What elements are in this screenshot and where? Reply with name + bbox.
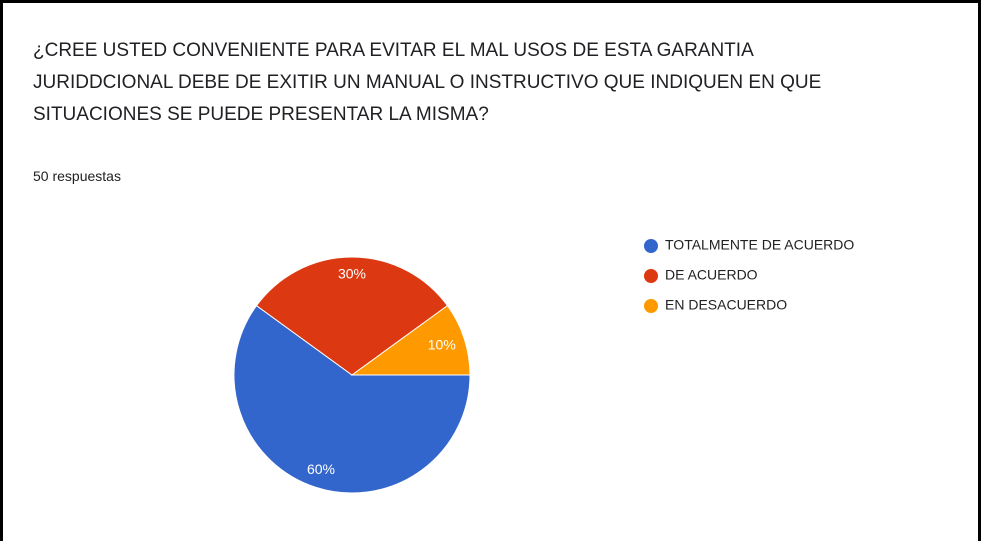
- chart: 60% 30% 10% TOTALMENTE DE ACUERDO DE ACUERDO…: [233, 237, 854, 494]
- pie-slice: [233, 304, 471, 494]
- legend-label: TOTALMENTE DE ACUERDO: [665, 237, 854, 253]
- response-count: 50 respuestas: [33, 168, 121, 184]
- slice-label: 10%: [428, 337, 456, 353]
- slice-label: 60%: [307, 461, 335, 477]
- legend-swatch: [644, 239, 658, 253]
- question-title: ¿CREE USTED CONVENIENTE PARA EVITAR EL M…: [33, 40, 822, 125]
- legend-label: EN DESACUERDO: [665, 297, 787, 313]
- pie-slice: [255, 256, 449, 376]
- legend-swatch: [644, 299, 658, 313]
- legend-label: DE ACUERDO: [665, 267, 758, 283]
- legend-swatch: [644, 269, 658, 283]
- slice-label: 30%: [338, 265, 366, 281]
- pie-slice: [350, 304, 471, 376]
